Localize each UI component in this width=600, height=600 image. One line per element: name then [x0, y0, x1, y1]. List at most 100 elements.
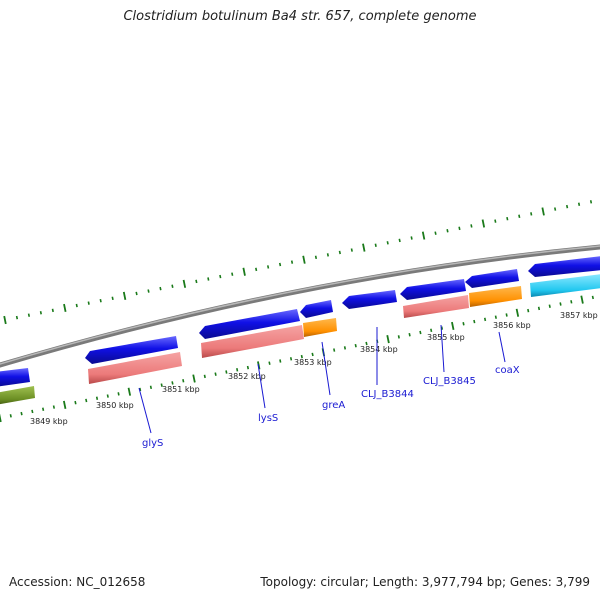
tick-mark — [182, 379, 185, 383]
tick-mark — [343, 346, 347, 350]
tick-mark — [9, 414, 12, 418]
tick-mark — [242, 267, 246, 276]
tick-mark — [127, 387, 132, 396]
gene-feature[interactable] — [469, 286, 522, 307]
tick-mark — [350, 248, 353, 252]
tick-mark — [149, 385, 153, 390]
tick-mark — [231, 272, 234, 276]
cds-feature[interactable] — [199, 309, 300, 339]
tick-mark — [311, 352, 314, 357]
gene-label-glyS[interactable]: glyS — [142, 438, 163, 449]
tick-mark — [171, 284, 174, 288]
tick-mark — [333, 348, 336, 352]
cds-feature[interactable] — [300, 300, 333, 318]
tick-mark — [207, 277, 210, 281]
tick-mark — [419, 330, 422, 335]
tick-mark — [548, 304, 551, 308]
gene-labels: glyS lysS greA CLJ_B3844 CLJ_B3845 coaX — [142, 365, 520, 449]
gene-feature[interactable] — [303, 318, 337, 337]
tick-mark — [397, 335, 400, 339]
tick-mark — [182, 279, 187, 288]
cds-feature[interactable] — [400, 279, 466, 300]
tick-mark — [462, 322, 465, 326]
outer-tick-ring — [3, 200, 593, 325]
tick-mark — [63, 303, 67, 313]
tick-mark — [27, 313, 31, 317]
tick-label: 3850 kbp — [96, 401, 134, 410]
tick-mark — [236, 368, 239, 372]
tick-mark — [434, 231, 437, 235]
tick-mark — [494, 219, 497, 223]
gene-feature[interactable] — [0, 386, 35, 405]
tick-mark — [565, 204, 569, 209]
tick-mark — [74, 400, 77, 405]
tick-mark — [541, 207, 545, 216]
tick-mark — [0, 413, 2, 423]
tick-mark — [85, 398, 88, 403]
tick-mark — [408, 332, 411, 337]
tick-mark — [42, 407, 45, 411]
leader-line — [440, 324, 445, 373]
tick-mark — [483, 317, 487, 322]
genome-backbone — [0, 244, 600, 368]
tick-mark — [31, 409, 34, 414]
gene-feature[interactable] — [530, 274, 600, 297]
tick-mark — [374, 243, 377, 247]
tick-label: 3853 kbp — [294, 358, 332, 367]
gene-label-lysS[interactable]: lysS — [258, 413, 278, 424]
gene-feature[interactable] — [88, 352, 182, 384]
tick-mark — [365, 341, 368, 346]
tick-label: 3849 kbp — [30, 417, 68, 426]
gene-label-CLJ_B3845[interactable]: CLJ_B3845 — [423, 376, 476, 387]
tick-mark — [398, 238, 401, 243]
accession-text: Accession: NC_012658 — [9, 575, 146, 589]
tick-mark — [95, 396, 99, 401]
tick-mark — [530, 212, 533, 216]
tick-mark — [160, 383, 163, 387]
tick-mark — [527, 308, 530, 313]
tick-mark — [591, 295, 594, 300]
tick-mark — [354, 343, 357, 348]
gene-feature[interactable] — [201, 325, 304, 358]
cds-feature[interactable] — [342, 290, 397, 309]
tick-mark — [302, 255, 306, 264]
tick-mark — [279, 359, 282, 363]
tick-mark — [515, 308, 520, 317]
cds-feature[interactable] — [528, 256, 600, 277]
tick-mark — [577, 202, 581, 206]
tick-mark — [75, 303, 78, 308]
cds-feature[interactable] — [0, 368, 30, 387]
tick-mark — [106, 394, 109, 398]
gene-feature[interactable] — [403, 295, 469, 318]
tick-mark — [290, 260, 294, 264]
tick-label: 3851 kbp — [162, 385, 200, 394]
tick-mark — [589, 200, 593, 204]
tick-mark — [506, 216, 509, 221]
gene-label-greA[interactable]: greA — [322, 400, 345, 411]
tick-mark — [87, 301, 90, 305]
tick-mark — [570, 300, 573, 304]
inner-tick-ring — [0, 295, 594, 423]
tick-mark — [117, 392, 120, 396]
tick-labels: 3849 kbp 3850 kbp 3851 kbp 3852 kbp 3853… — [30, 311, 598, 426]
tick-mark — [246, 365, 250, 370]
tick-mark — [386, 334, 390, 344]
tick-mark — [430, 328, 433, 333]
tick-mark — [171, 381, 174, 385]
tick-mark — [52, 405, 55, 409]
gene-label-coaX[interactable]: coaX — [495, 365, 520, 376]
cds-feature[interactable] — [85, 336, 178, 364]
tick-mark — [446, 229, 449, 233]
cds-track — [0, 256, 600, 387]
gene-label-CLJ_B3844[interactable]: CLJ_B3844 — [361, 389, 414, 400]
tick-mark — [580, 295, 584, 304]
tick-mark — [111, 296, 114, 301]
tick-mark — [225, 370, 228, 374]
cds-feature[interactable] — [465, 269, 519, 288]
tick-mark — [314, 255, 318, 260]
leader-line — [257, 363, 266, 409]
tick-label: 3856 kbp — [493, 321, 531, 330]
tick-mark — [159, 286, 162, 291]
tick-mark — [537, 306, 541, 311]
map-title: Clostridium botulinum Ba4 str. 657, comp… — [123, 9, 477, 24]
